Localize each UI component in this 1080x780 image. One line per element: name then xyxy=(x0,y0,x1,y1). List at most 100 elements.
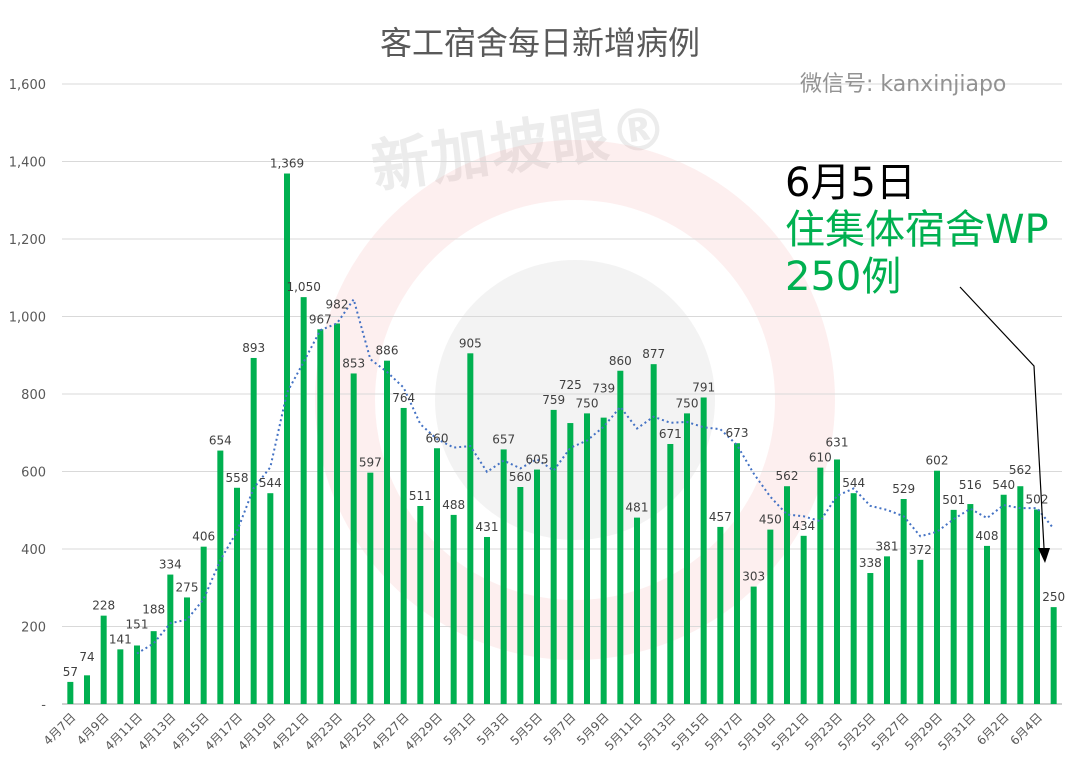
data-label: 886 xyxy=(376,344,399,358)
data-label: 516 xyxy=(959,478,982,492)
bar xyxy=(250,357,257,704)
y-tick-label: 1,000 xyxy=(9,311,46,326)
bar xyxy=(184,597,190,704)
y-tick-label: 1,200 xyxy=(9,233,46,248)
data-label: 188 xyxy=(142,602,165,616)
data-label: 660 xyxy=(426,431,449,445)
bar xyxy=(484,536,490,704)
data-label: 905 xyxy=(459,336,482,350)
bar xyxy=(634,517,640,704)
bar xyxy=(767,529,774,704)
data-label: 381 xyxy=(876,539,899,553)
bar xyxy=(67,681,74,704)
annotation: 6月5日 住集体宿舍WP 250例 xyxy=(785,160,1049,302)
chart-title: 客工宿舍每日新增病例 xyxy=(379,24,700,62)
data-label: 544 xyxy=(842,476,865,490)
bar xyxy=(884,556,890,704)
bar xyxy=(834,459,840,704)
y-tick-label: 1,600 xyxy=(9,78,46,93)
bar xyxy=(617,370,624,704)
bar xyxy=(384,360,390,704)
x-tick-label: 6月2日 xyxy=(974,710,1012,748)
data-label: 750 xyxy=(676,396,699,410)
data-label: 372 xyxy=(909,543,932,557)
data-label: 610 xyxy=(809,451,832,465)
bar xyxy=(800,535,807,704)
bar xyxy=(134,645,140,704)
data-label: 57 xyxy=(63,665,78,679)
bar xyxy=(284,173,290,704)
data-label: 602 xyxy=(926,454,949,468)
bar xyxy=(400,407,407,704)
wechat-watermark: 微信号: kanxinjiapo xyxy=(800,72,1007,97)
bar xyxy=(267,493,274,704)
data-label: 529 xyxy=(892,482,915,496)
bar xyxy=(734,443,740,704)
bar xyxy=(784,486,790,704)
bar xyxy=(467,353,474,704)
data-label: 657 xyxy=(492,432,515,446)
data-label: 250 xyxy=(1042,590,1065,604)
data-label: 759 xyxy=(542,393,565,407)
data-label: 502 xyxy=(1026,492,1049,506)
data-label: 558 xyxy=(226,471,249,485)
watermark-circle xyxy=(315,140,835,660)
data-label: 406 xyxy=(192,530,215,544)
bar xyxy=(534,469,540,704)
data-label: 457 xyxy=(709,510,732,524)
y-tick-label: 200 xyxy=(21,621,46,636)
data-label: 228 xyxy=(92,599,115,613)
bar xyxy=(850,493,857,704)
y-tick-label: 1,400 xyxy=(9,156,46,171)
bar xyxy=(817,467,824,704)
data-label: 434 xyxy=(792,519,815,533)
annotation-text: 住集体宿舍WP xyxy=(785,207,1049,254)
bar xyxy=(584,413,590,704)
data-label: 303 xyxy=(742,570,765,584)
bar xyxy=(900,499,907,704)
bar xyxy=(867,573,874,704)
data-label: 791 xyxy=(692,380,715,394)
bar xyxy=(1050,607,1057,704)
data-label: 654 xyxy=(209,434,232,448)
bar xyxy=(967,504,974,704)
data-label: 544 xyxy=(259,476,282,490)
annotation-count: 250例 xyxy=(785,254,902,301)
data-label: 597 xyxy=(359,456,382,470)
data-label: 562 xyxy=(1009,463,1032,477)
data-label: 673 xyxy=(726,426,749,440)
data-label: 334 xyxy=(159,558,182,572)
bar xyxy=(450,514,457,704)
data-label: 739 xyxy=(592,381,615,395)
data-label: 540 xyxy=(992,478,1015,492)
bar xyxy=(667,443,674,704)
bar xyxy=(150,631,157,704)
bar xyxy=(917,559,924,704)
bar xyxy=(717,526,724,704)
bar xyxy=(1000,494,1007,704)
data-label: 893 xyxy=(242,341,265,355)
data-label: 338 xyxy=(859,556,882,570)
annotation-date: 6月5日 xyxy=(785,160,916,206)
bar xyxy=(117,649,124,704)
data-label: 671 xyxy=(659,427,682,441)
x-tick-label: 5月31日 xyxy=(935,710,978,753)
bar xyxy=(550,409,557,704)
bar xyxy=(234,487,240,704)
data-label: 631 xyxy=(826,436,849,450)
data-label: 967 xyxy=(309,312,332,326)
bar xyxy=(567,423,574,704)
x-tick-label: 4月29日 xyxy=(402,710,445,753)
bar xyxy=(167,574,174,704)
bar xyxy=(350,373,357,704)
bar xyxy=(934,470,940,704)
data-label: 877 xyxy=(642,347,665,361)
bar xyxy=(434,448,440,704)
annotation-arrow xyxy=(959,286,1045,549)
x-tick-label: 5月5日 xyxy=(507,710,545,748)
bar xyxy=(650,364,657,704)
bar xyxy=(217,450,224,704)
data-label: 764 xyxy=(392,391,415,405)
bar xyxy=(417,505,424,704)
